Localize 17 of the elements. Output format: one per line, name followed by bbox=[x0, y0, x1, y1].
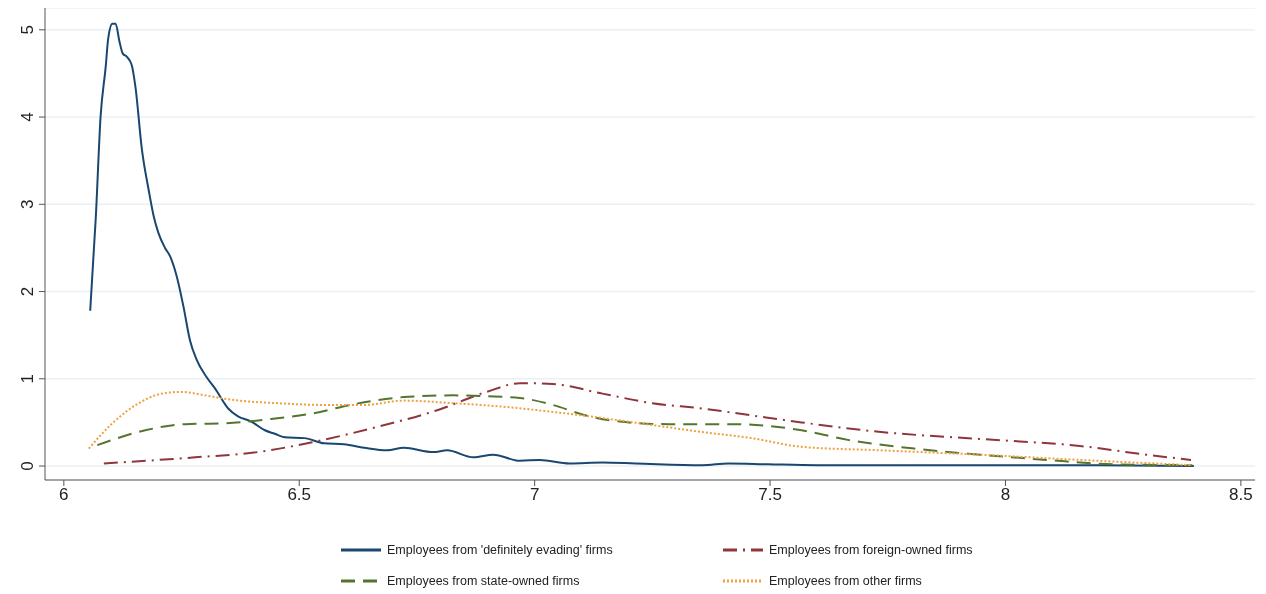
y-tick-label: 0 bbox=[18, 461, 37, 471]
y-tick-label: 5 bbox=[18, 25, 37, 35]
x-tick-label: 7.5 bbox=[758, 485, 782, 505]
legend-label: Employees from 'definitely evading' firms bbox=[387, 542, 613, 557]
legend-label: Employees from state-owned firms bbox=[387, 573, 580, 588]
y-tick-label: 1 bbox=[18, 374, 37, 384]
y-tick-label: 3 bbox=[18, 199, 37, 210]
line-series bbox=[89, 22, 1195, 468]
y-tick-label: 2 bbox=[18, 286, 37, 297]
y-tick-label: 4 bbox=[18, 112, 37, 122]
x-tick-label: 7 bbox=[529, 485, 540, 505]
x-tick-label: 8.5 bbox=[1229, 485, 1253, 505]
x-tick-label: 8 bbox=[1000, 485, 1011, 505]
legend-label: Employees from other firms bbox=[769, 573, 922, 588]
x-tick-label: 6 bbox=[59, 485, 69, 505]
x-tick-label: 6.5 bbox=[287, 485, 312, 505]
legend-label: Employees from foreign-owned firms bbox=[769, 542, 973, 557]
